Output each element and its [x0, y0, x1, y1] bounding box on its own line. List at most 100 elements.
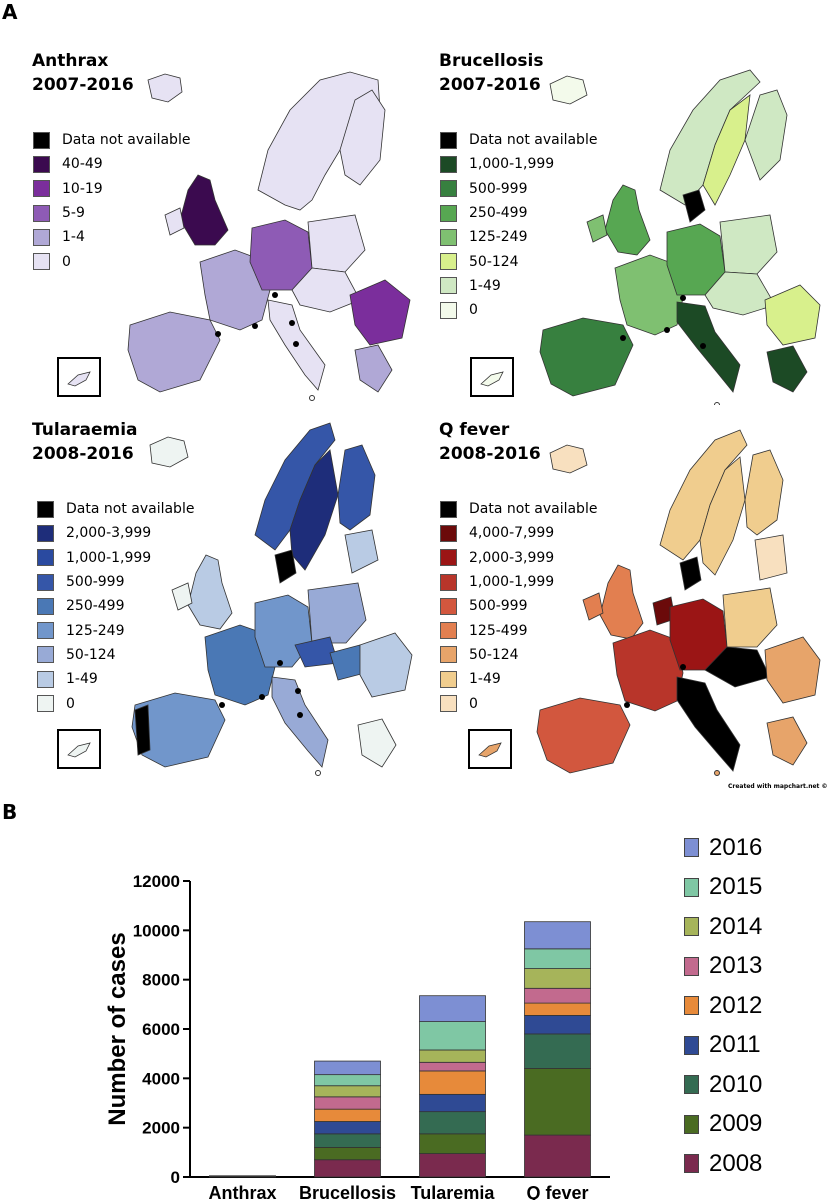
legend-label: 2012 — [709, 991, 763, 1019]
map-q-fever-france — [612, 629, 684, 712]
legend-item-2016: 2016 — [684, 828, 762, 868]
legend-label: 2010 — [709, 1070, 763, 1098]
bar-segment — [524, 1002, 591, 1016]
bar-segment — [524, 1015, 591, 1035]
bar-segment — [419, 1061, 486, 1072]
legend-item: 0 — [33, 249, 190, 273]
legend-swatch — [440, 155, 457, 173]
legend-swatch — [440, 670, 457, 688]
map-anthrax-dot — [293, 341, 299, 347]
map-brucellosis-iberia — [539, 317, 634, 397]
cyprus-inset-box — [468, 729, 512, 769]
map-anthrax — [57, 71, 411, 401]
legend-swatch — [37, 646, 54, 664]
map-title-line1: Brucellosis — [439, 51, 544, 71]
legend-swatch — [440, 131, 457, 149]
legend-item: Data not available — [440, 128, 597, 152]
map-brucellosis-uk — [604, 184, 651, 256]
map-legend-anthrax: Data not available 40-49 10-19 5-9 1-4 0 — [33, 128, 190, 274]
legend-label: 2011 — [709, 1031, 761, 1059]
legend-swatch — [684, 1154, 699, 1174]
bar-segment — [419, 1133, 486, 1154]
legend-item-2008: 2008 — [684, 1144, 762, 1184]
map-brucellosis-iceland — [549, 75, 588, 105]
map-tularaemia-iceland — [149, 436, 189, 468]
cyprus-inset-shape — [480, 371, 504, 387]
map-anthrax-iberia — [127, 311, 221, 393]
legend-label: 0 — [62, 253, 71, 270]
bar-segment — [524, 1134, 591, 1178]
map-q-fever-denmark — [679, 556, 702, 591]
legend-label: 500-999 — [469, 598, 528, 615]
legend-label: 2015 — [709, 873, 763, 901]
legend-swatch — [684, 996, 699, 1016]
legend-label: 1-4 — [62, 229, 85, 246]
map-anthrax-france — [199, 249, 271, 331]
map-tularaemia-dot — [295, 688, 301, 694]
x-tick-label: Tularemia — [411, 1183, 496, 1200]
map-tularaemia — [57, 422, 413, 776]
map-anthrax-ireland — [164, 207, 185, 236]
legend-item: 1-4 — [33, 225, 190, 249]
legend-item-2015: 2015 — [684, 868, 762, 908]
map-q-fever-poland — [722, 587, 778, 648]
bar-segment — [419, 1153, 486, 1178]
map-q-fever-greece — [766, 716, 808, 766]
map-tularaemia-romania — [359, 632, 413, 698]
map-tularaemia-baltics — [344, 529, 379, 574]
map-anthrax-uk — [179, 174, 229, 246]
map-title-q-fever: Q fever 2008-2016 — [439, 418, 541, 466]
legend-swatch — [33, 131, 50, 149]
legend-label: 500-999 — [66, 574, 125, 591]
legend-swatch — [37, 597, 54, 615]
legend-swatch — [684, 917, 699, 937]
map-q-fever-ireland — [582, 592, 604, 621]
map-anthrax-dot — [289, 320, 295, 326]
legend-item: 1,000-1,999 — [37, 546, 194, 570]
legend-item-2013: 2013 — [684, 947, 762, 987]
map-title-line2: 2007-2016 — [439, 75, 541, 95]
map-q-fever-romania — [764, 636, 821, 704]
legend-swatch — [684, 838, 699, 858]
bar-segment — [314, 1146, 381, 1161]
bar-segment — [314, 1085, 381, 1098]
bar-segment — [524, 921, 591, 950]
legend-swatch — [440, 549, 457, 567]
map-tularaemia-dot — [297, 712, 303, 718]
map-tularaemia-finland — [337, 444, 376, 531]
legend-item-2014: 2014 — [684, 907, 762, 947]
bar-segment — [524, 968, 591, 989]
map-brucellosis-dot — [714, 402, 720, 405]
mapchart-credit: Created with mapchart.net © — [728, 783, 828, 790]
legend-label: 0 — [469, 302, 478, 319]
legend-swatch — [37, 695, 54, 713]
bar-segment — [419, 1021, 486, 1051]
map-q-fever-norway — [659, 429, 748, 561]
legend-item-2012: 2012 — [684, 986, 762, 1026]
map-tularaemia-ireland — [171, 582, 193, 611]
map-brucellosis-dot — [620, 335, 626, 341]
legend-item: 5-9 — [33, 201, 190, 225]
legend-label: 125-499 — [469, 622, 528, 639]
stacked-bar-chart: 0 2000 4000 6000 8000 10000 12000 Number of cas… — [104, 872, 610, 1200]
map-brucellosis-france — [614, 254, 684, 336]
cyprus-inset-shape — [67, 742, 91, 758]
legend-item: 1,000-1,999 — [440, 152, 597, 176]
map-q-fever-dot — [680, 664, 686, 670]
bar-segment — [314, 1159, 381, 1178]
legend-item: 50-124 — [37, 643, 194, 667]
map-panel-brucellosis: Brucellosis 2007-2016 Data not available… — [415, 0, 831, 405]
legend-label: 10-19 — [62, 180, 103, 197]
cyprus-inset-box — [57, 729, 101, 769]
map-brucellosis-finland — [744, 89, 788, 181]
cyprus-inset-box — [470, 357, 514, 397]
legend-swatch — [37, 549, 54, 567]
map-legend-q-fever: Data not available 4,000-7,999 2,000-3,9… — [440, 497, 597, 716]
legend-label: Data not available — [469, 501, 598, 518]
bar-segment — [524, 987, 591, 1004]
map-title-line2: 2007-2016 — [32, 75, 134, 95]
map-tularaemia-dot — [259, 694, 265, 700]
map-q-fever-uk — [599, 564, 644, 640]
legend-label: 2,000-3,999 — [66, 525, 152, 542]
map-panel-anthrax: Anthrax 2007-2016 Data not available 40-… — [0, 0, 415, 405]
